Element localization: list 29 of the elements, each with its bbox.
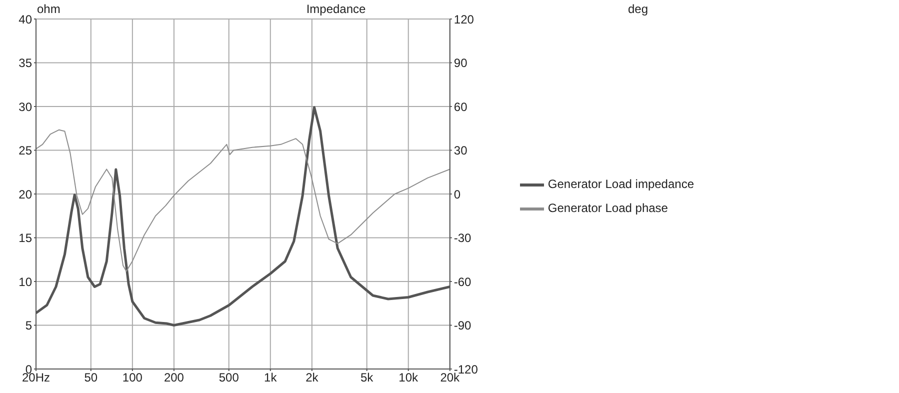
y-tick-label: 20 bbox=[18, 187, 32, 202]
x-tick-label: 1k bbox=[264, 370, 278, 385]
y2-tick-label: -90 bbox=[454, 318, 472, 333]
x-tick-label: 200 bbox=[164, 370, 184, 385]
y-tick-label: 30 bbox=[18, 100, 32, 114]
x-tick-label: 100 bbox=[122, 370, 143, 385]
y2-tick-label: 30 bbox=[454, 144, 468, 158]
y2-tick-label: -30 bbox=[454, 231, 472, 246]
y-tick-label: 15 bbox=[18, 231, 32, 246]
y-tick-label: 35 bbox=[18, 56, 32, 70]
x-tick-label: 10k bbox=[398, 370, 420, 385]
x-tick-label: 5k bbox=[360, 370, 374, 385]
y2-tick-label: 90 bbox=[454, 56, 468, 70]
y-tick-label: 5 bbox=[25, 318, 32, 333]
text: deg bbox=[628, 2, 648, 16]
y2-tick-label: 60 bbox=[454, 100, 468, 114]
legend-label: Generator Load phase bbox=[548, 200, 668, 215]
chart-title: Impedance bbox=[306, 2, 366, 16]
y-tick-label: 40 bbox=[18, 12, 32, 26]
y2-tick-label: 120 bbox=[454, 12, 474, 26]
x-tick-label: 500 bbox=[218, 370, 240, 385]
y-axis-title: ohm bbox=[37, 2, 60, 16]
x-tick-label: 50 bbox=[84, 370, 98, 385]
legend-label: Generator Load impedance bbox=[548, 176, 694, 191]
x-tick-label: 2k bbox=[306, 370, 320, 385]
y2-tick-label: -60 bbox=[454, 274, 472, 289]
y-tick-label: 25 bbox=[18, 144, 32, 158]
y-tick-label: 10 bbox=[18, 274, 32, 289]
y2-tick-label: 0 bbox=[454, 187, 461, 202]
